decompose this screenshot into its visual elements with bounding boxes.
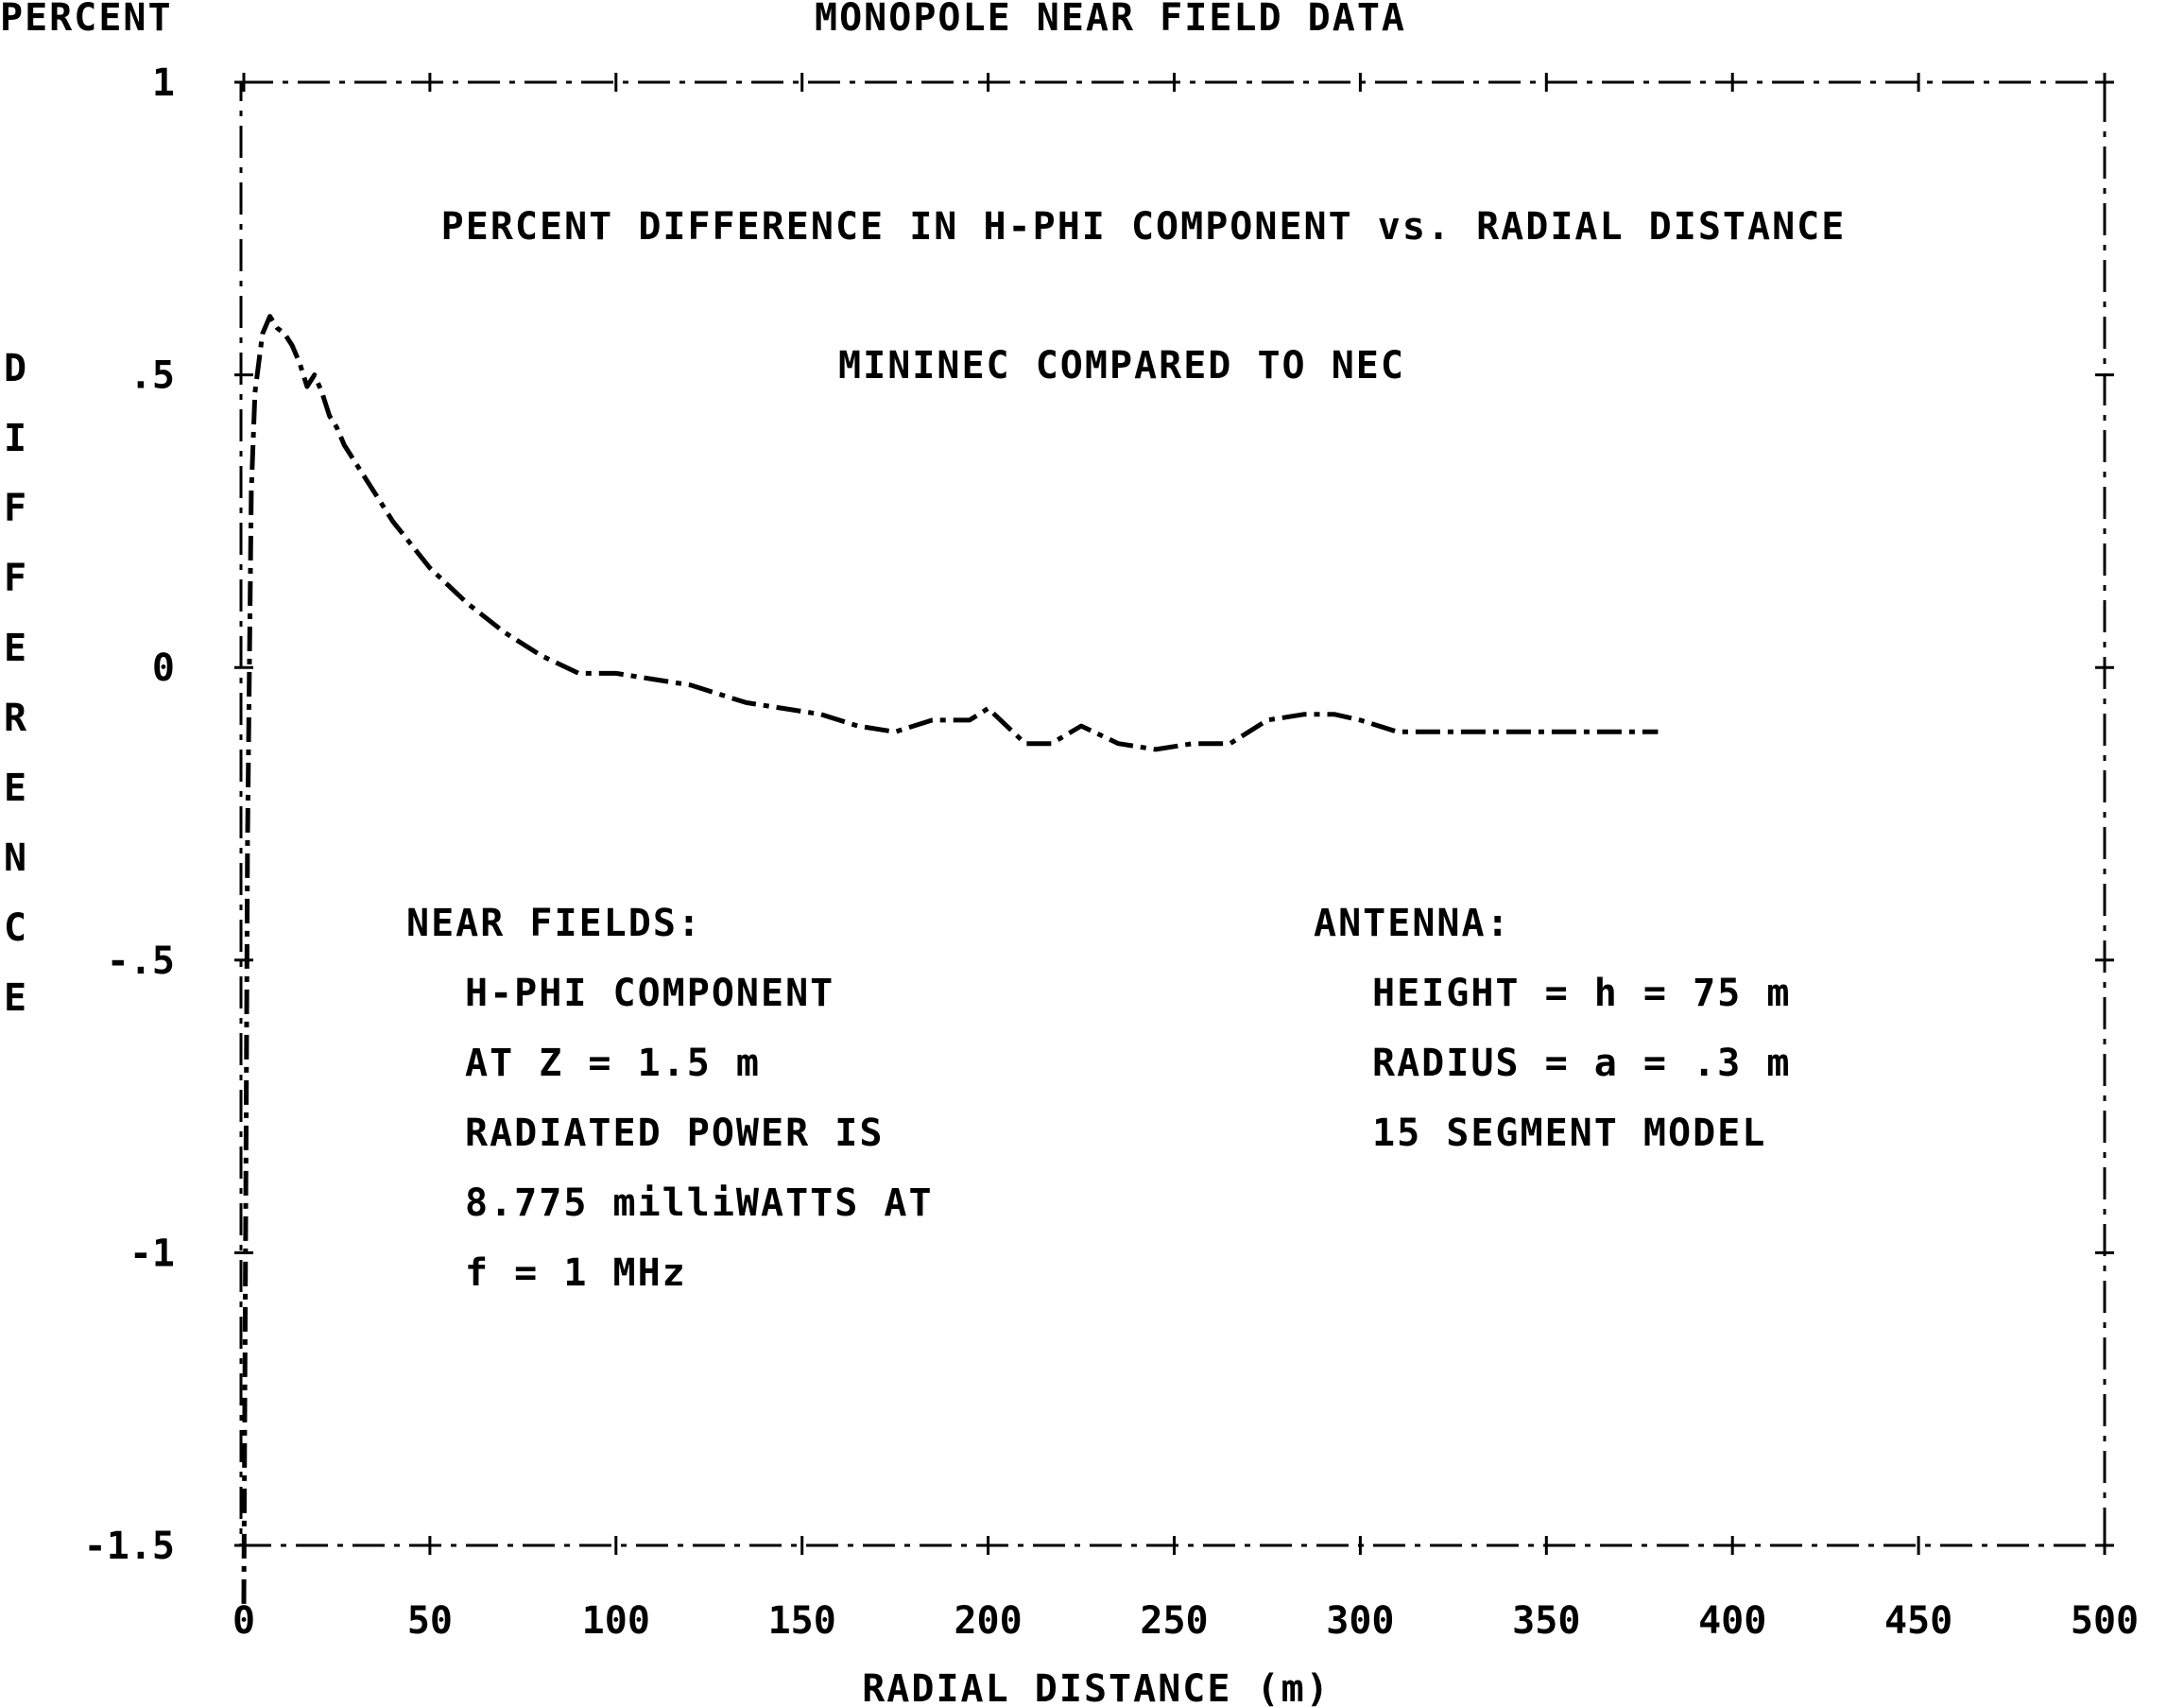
y-tick-label: .5 <box>129 354 175 398</box>
y-tick-label: -1 <box>129 1232 175 1275</box>
annotation-antenna-heading: ANTENNA: <box>1314 902 1511 945</box>
annotation-near-fields-line: H-PHI COMPONENT <box>465 972 834 1015</box>
annotation-antenna-line: 15 SEGMENT MODEL <box>1372 1112 1766 1155</box>
y-tick-label: -.5 <box>107 940 175 983</box>
x-tick-label: 200 <box>954 1599 1022 1643</box>
x-tick-label: 100 <box>582 1599 650 1643</box>
x-tick-label: 400 <box>1698 1599 1766 1643</box>
x-tick-label: 150 <box>768 1599 836 1643</box>
y-axis-label-letter: N <box>4 836 26 880</box>
y-tick-label: -1.5 <box>84 1525 175 1568</box>
x-tick-label: 50 <box>407 1599 453 1643</box>
y-axis-label-letter: E <box>4 767 26 810</box>
y-axis-label-letter: I <box>4 417 26 460</box>
x-tick-label: 450 <box>1884 1599 1952 1643</box>
y-axis-label: DIFFERENCE <box>4 347 27 1020</box>
y-unit-header: PERCENT <box>0 0 173 40</box>
annotation-antenna-line: RADIUS = a = .3 m <box>1372 1042 1791 1085</box>
series-line-h-phi-difference <box>241 314 1659 1604</box>
annotation-near-fields-line: AT Z = 1.5 m <box>465 1042 761 1085</box>
plot-frame <box>239 80 2107 1547</box>
x-axis-label: RADIAL DISTANCE (m) <box>862 1667 1331 1707</box>
annotation-near-fields-line: f = 1 MHz <box>465 1251 687 1295</box>
y-tick-label: 1 <box>152 61 175 105</box>
annotation-near-fields-line: RADIATED POWER IS <box>465 1112 884 1155</box>
annotation-near-fields-heading: NEAR FIELDS: <box>406 902 702 945</box>
x-tick-label: 300 <box>1326 1599 1394 1643</box>
x-tick-label: 0 <box>232 1599 255 1643</box>
chart-title: PERCENT DIFFERENCE IN H-PHI COMPONENT vs… <box>441 205 1847 249</box>
y-axis-label-letter: E <box>4 976 26 1020</box>
annotation-near-fields-line: 8.775 milliWATTS AT <box>465 1181 934 1225</box>
y-tick-label: 0 <box>152 647 175 690</box>
annotation-antenna-line: HEIGHT = h = 75 m <box>1372 972 1791 1015</box>
x-tick-label: 250 <box>1140 1599 1208 1643</box>
figure-header-title: MONOPOLE NEAR FIELD DATA <box>815 0 1406 40</box>
y-axis-label-letter: D <box>4 347 26 390</box>
y-axis-label-letter: F <box>4 557 26 600</box>
y-axis-label-letter: C <box>4 906 26 950</box>
annotation-near-fields: NEAR FIELDS: H-PHI COMPONENT AT Z = 1.5 … <box>406 902 934 1295</box>
x-tick-label: 350 <box>1512 1599 1580 1643</box>
y-axis-ticks: 1 .5 0 -.5 -1 -1.5 <box>84 61 2114 1568</box>
chart-subtitle: MININEC COMPARED TO NEC <box>838 344 1405 388</box>
y-axis-label-letter: F <box>4 487 26 530</box>
y-axis-label-letter: R <box>4 697 27 740</box>
x-axis-ticks: 0 50 100 150 200 250 300 350 400 450 500 <box>232 73 2139 1643</box>
x-tick-label: 500 <box>2071 1599 2139 1643</box>
y-axis-label-letter: E <box>4 627 26 670</box>
annotation-antenna: ANTENNA: HEIGHT = h = 75 m RADIUS = a = … <box>1314 902 1791 1155</box>
